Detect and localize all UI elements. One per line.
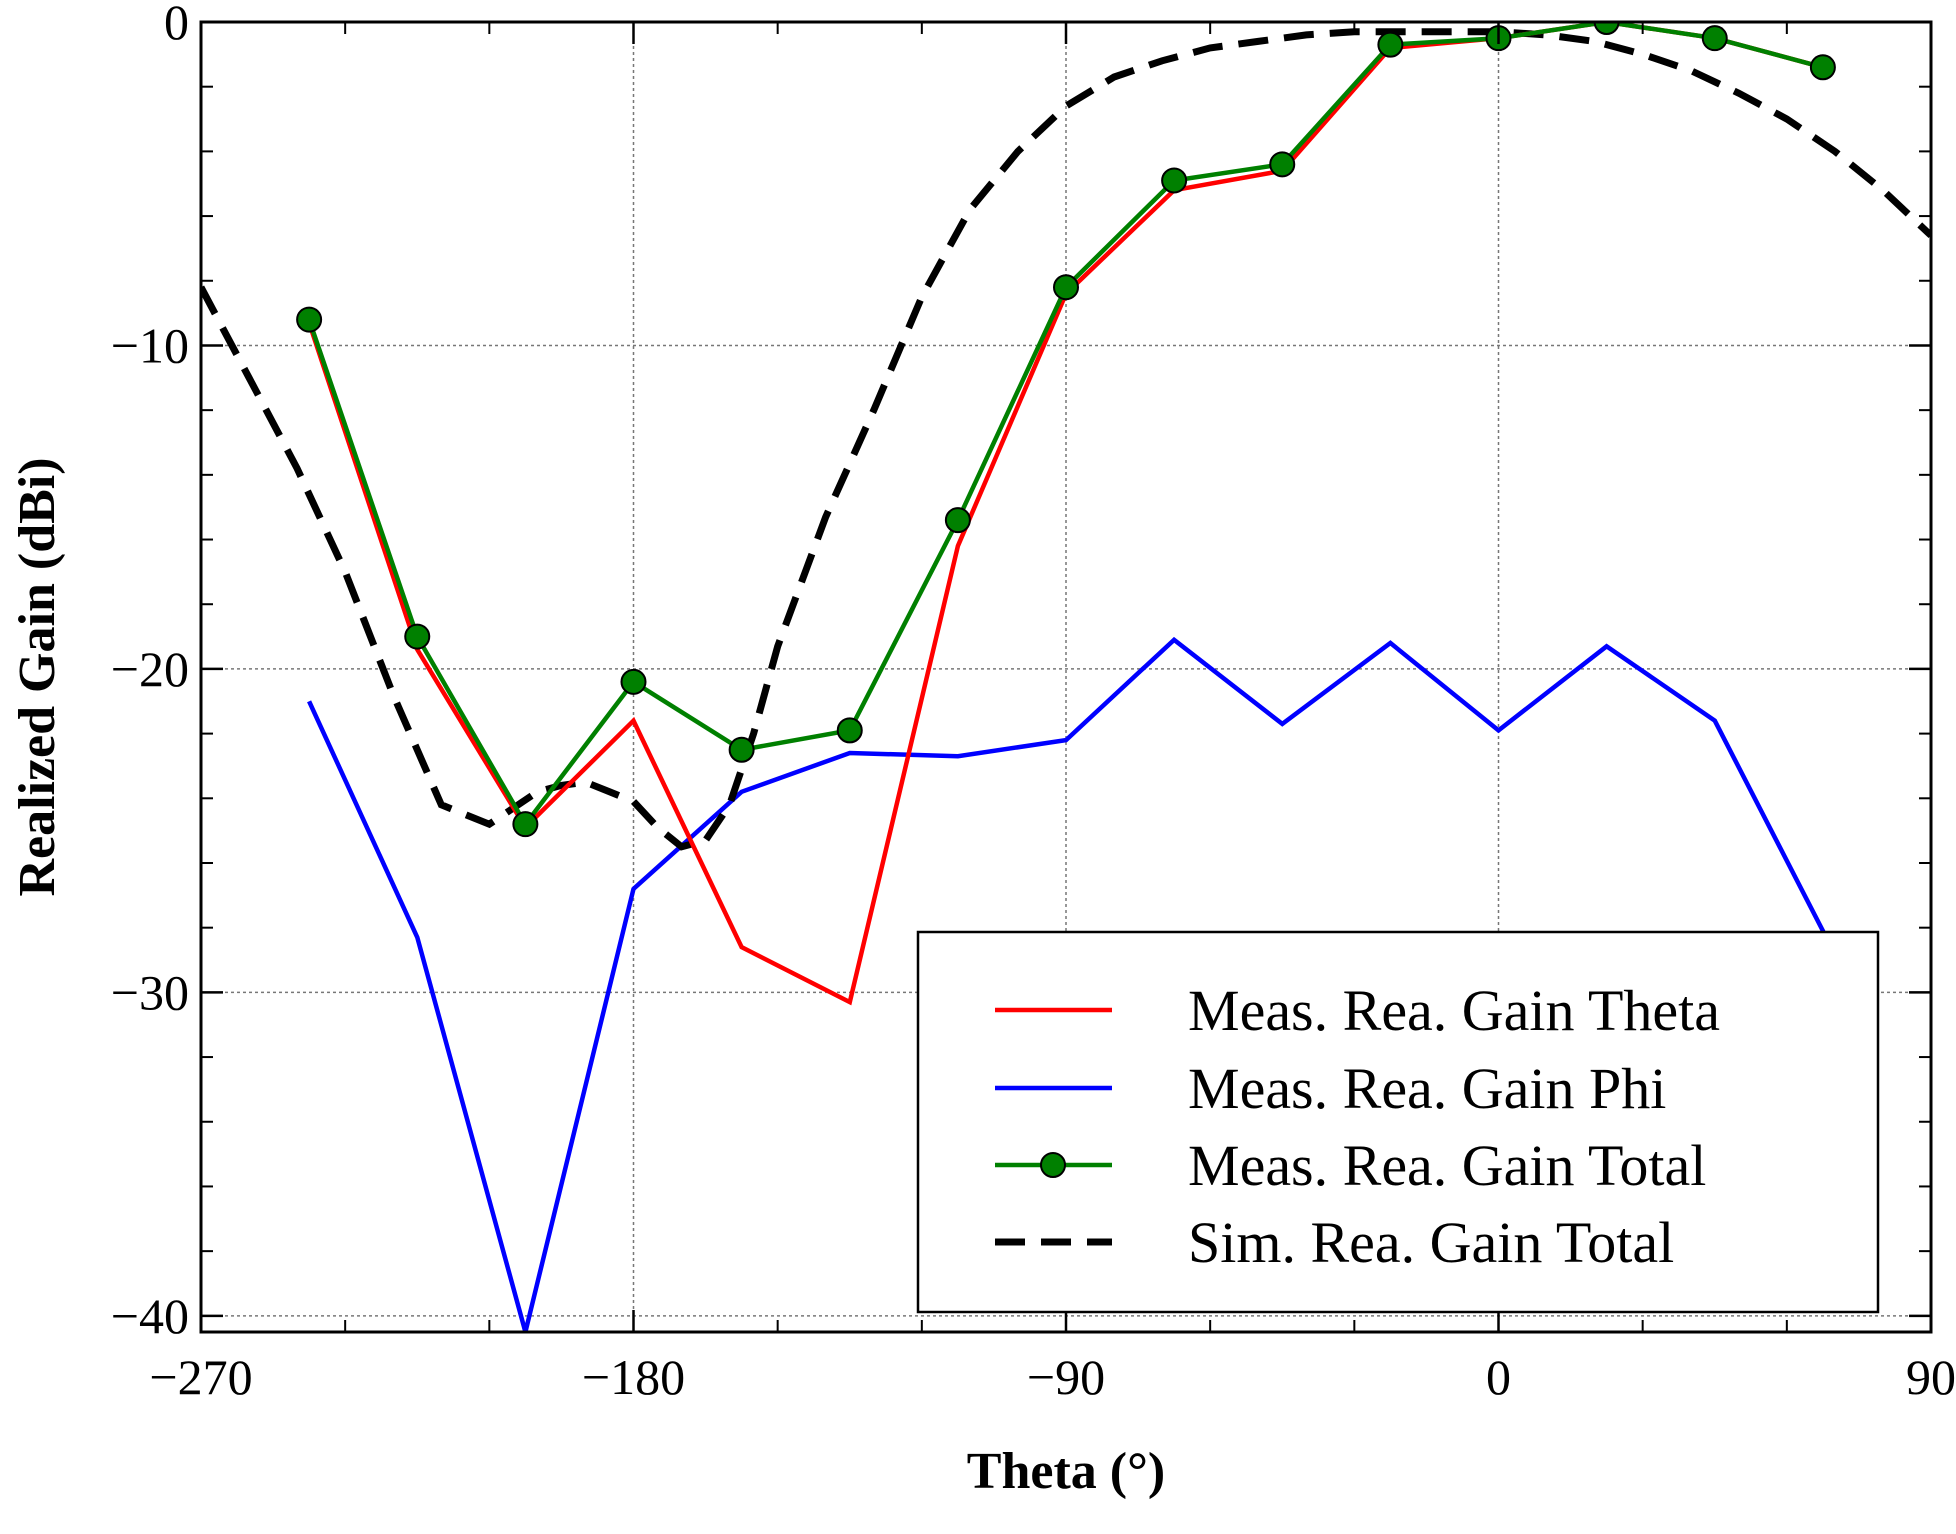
series-marker bbox=[620, 668, 647, 695]
series-lines bbox=[201, 22, 1931, 1332]
y-tick-label: −20 bbox=[111, 641, 189, 697]
legend-box bbox=[916, 930, 1880, 1314]
x-tick-label: 90 bbox=[1906, 1349, 1956, 1405]
series-marker bbox=[1377, 31, 1404, 58]
series-marker bbox=[1161, 167, 1188, 194]
y-tick-label: −10 bbox=[111, 317, 189, 373]
series-marker bbox=[728, 736, 755, 763]
series-marker bbox=[1809, 54, 1836, 81]
legend-label-0: Meas. Rea. Gain Theta bbox=[1188, 978, 1720, 1043]
legend-label-1: Meas. Rea. Gain Phi bbox=[1188, 1056, 1666, 1121]
legend-label-2: Meas. Rea. Gain Total bbox=[1188, 1133, 1706, 1198]
legend: Meas. Rea. Gain Theta Meas. Rea. Gain Phi… bbox=[916, 930, 1880, 1314]
y-axis-title: Realized Gain (dBi) bbox=[9, 457, 66, 896]
series-marker bbox=[512, 811, 539, 838]
series-marker bbox=[296, 306, 323, 333]
tick-labels: −270 −180 −90 0 90 0 −10 −20 −30 −40 bbox=[111, 0, 1956, 1405]
series-marker bbox=[404, 623, 431, 650]
x-tick-label: −180 bbox=[582, 1349, 685, 1405]
series-marker bbox=[1053, 274, 1079, 301]
series-marker bbox=[836, 717, 863, 744]
y-tick-label: −30 bbox=[111, 964, 189, 1020]
x-tick-label: −270 bbox=[149, 1349, 252, 1405]
x-axis-title: Theta (°) bbox=[967, 1443, 1165, 1500]
series-marker bbox=[1701, 25, 1728, 52]
x-tick-label: 0 bbox=[1486, 1349, 1511, 1405]
axis-ticks bbox=[199, 20, 1933, 1332]
legend-label-3: Sim. Rea. Gain Total bbox=[1188, 1210, 1674, 1275]
series-marker bbox=[1593, 22, 1620, 35]
legend-marker bbox=[1040, 1152, 1066, 1178]
series-marker bbox=[1269, 151, 1296, 178]
y-tick-label: 0 bbox=[164, 0, 189, 50]
x-tick-label: −90 bbox=[1027, 1349, 1105, 1405]
y-tick-label: −40 bbox=[111, 1288, 189, 1344]
series-line-1 bbox=[307, 636, 1861, 1332]
series-marker bbox=[944, 507, 971, 534]
